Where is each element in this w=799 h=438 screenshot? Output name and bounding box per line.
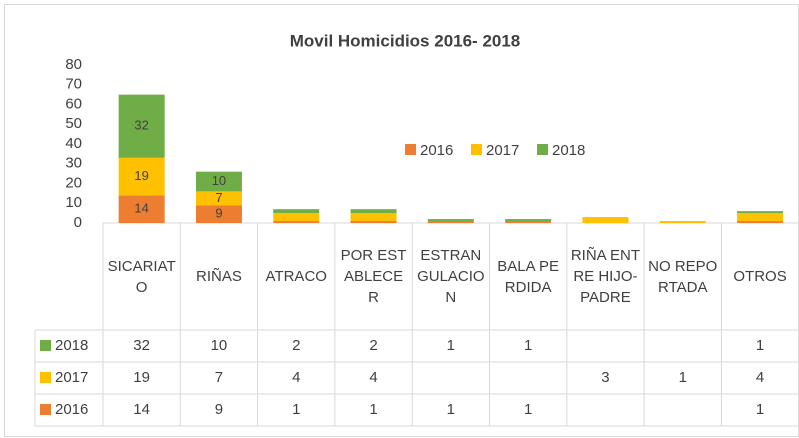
bar-segment bbox=[118, 195, 165, 223]
bar-segment bbox=[427, 221, 474, 223]
table-cell: 1 bbox=[292, 401, 300, 418]
table-cell: 14 bbox=[133, 401, 150, 418]
data-label: 10 bbox=[212, 173, 226, 188]
bar-segment bbox=[350, 221, 397, 223]
legend-swatch bbox=[471, 144, 482, 155]
y-tick-label: 40 bbox=[65, 135, 82, 152]
bar-segment bbox=[195, 191, 242, 206]
data-label: 14 bbox=[134, 201, 148, 216]
y-tick-label: 30 bbox=[65, 155, 82, 172]
table-cell: 4 bbox=[292, 369, 300, 386]
y-tick-label: 0 bbox=[74, 214, 82, 231]
bar-segment bbox=[505, 219, 552, 222]
y-tick-label: 20 bbox=[65, 174, 82, 191]
table-cell: 1 bbox=[679, 369, 687, 386]
bar-segment bbox=[195, 205, 242, 223]
x-tick-label: NO REPORTADA bbox=[648, 257, 718, 296]
table-cell: 9 bbox=[215, 401, 223, 418]
table-cell: 1 bbox=[756, 401, 764, 418]
table-cell: 1 bbox=[524, 401, 532, 418]
bar-segment bbox=[582, 217, 629, 223]
table-cell: 1 bbox=[369, 401, 377, 418]
table-cell: 4 bbox=[756, 369, 764, 386]
bar-segment bbox=[737, 221, 784, 223]
y-tick-label: 60 bbox=[65, 95, 82, 112]
data-label: 7 bbox=[215, 190, 222, 205]
x-tick-label: OTROS bbox=[733, 268, 787, 285]
table-legend-swatch bbox=[40, 340, 51, 351]
y-tick-label: 50 bbox=[65, 115, 82, 132]
data-label: 19 bbox=[134, 168, 148, 183]
bar-segment bbox=[195, 171, 242, 192]
bar-segment bbox=[737, 213, 784, 222]
x-tick-label: POR ESTABLECER bbox=[340, 247, 407, 306]
bar-segment bbox=[737, 211, 784, 214]
x-tick-label: ESTRANGULACION bbox=[417, 247, 485, 306]
table-cell: 1 bbox=[447, 337, 455, 354]
bar-segment bbox=[350, 213, 397, 222]
y-tick-label: 10 bbox=[65, 194, 82, 211]
legend-label: 2017 bbox=[486, 142, 519, 159]
table-cell: 19 bbox=[133, 369, 150, 386]
data-label: 9 bbox=[215, 206, 222, 221]
bar-segment bbox=[118, 157, 165, 196]
data-label: 32 bbox=[134, 118, 148, 133]
x-tick-label: ATRACO bbox=[265, 268, 327, 285]
bar-segment bbox=[273, 221, 320, 223]
table-cell: 7 bbox=[215, 369, 223, 386]
y-tick-label: 70 bbox=[65, 76, 82, 93]
bar-segment bbox=[273, 213, 320, 222]
table-cell: 4 bbox=[369, 369, 377, 386]
table-cell: 2 bbox=[292, 337, 300, 354]
chart-title: Movil Homicidios 2016- 2018 bbox=[290, 31, 521, 50]
x-tick-label: SICARIATO bbox=[107, 257, 176, 296]
y-tick-label: 80 bbox=[65, 56, 82, 73]
bar-segment bbox=[659, 221, 706, 223]
x-tick-label: BALA PERDIDA bbox=[497, 257, 559, 296]
table-cell: 1 bbox=[524, 337, 532, 354]
table-cell: 2 bbox=[369, 337, 377, 354]
table-legend-swatch bbox=[40, 372, 51, 383]
legend-swatch bbox=[405, 144, 416, 155]
bar-segment bbox=[427, 219, 474, 222]
table-legend-label: 2018 bbox=[55, 337, 88, 354]
table-cell: 1 bbox=[756, 337, 764, 354]
legend-label: 2018 bbox=[552, 142, 585, 159]
legend-swatch bbox=[537, 144, 548, 155]
table-legend-swatch bbox=[40, 404, 51, 415]
bar-segment bbox=[273, 209, 320, 214]
x-tick-label: RIÑAS bbox=[196, 268, 242, 285]
table-cell: 10 bbox=[211, 337, 228, 354]
table-cell: 3 bbox=[601, 369, 609, 386]
x-tick-label: RIÑA ENTRE HIJO-PADRE bbox=[570, 247, 641, 306]
bar-segment bbox=[118, 94, 165, 158]
table-legend-label: 2016 bbox=[55, 401, 88, 418]
bar-segment bbox=[505, 221, 552, 223]
table-cell: 1 bbox=[447, 401, 455, 418]
table-legend-label: 2017 bbox=[55, 369, 88, 386]
bar-segment bbox=[350, 209, 397, 214]
legend-label: 2016 bbox=[420, 142, 453, 159]
table-cell: 32 bbox=[133, 337, 150, 354]
